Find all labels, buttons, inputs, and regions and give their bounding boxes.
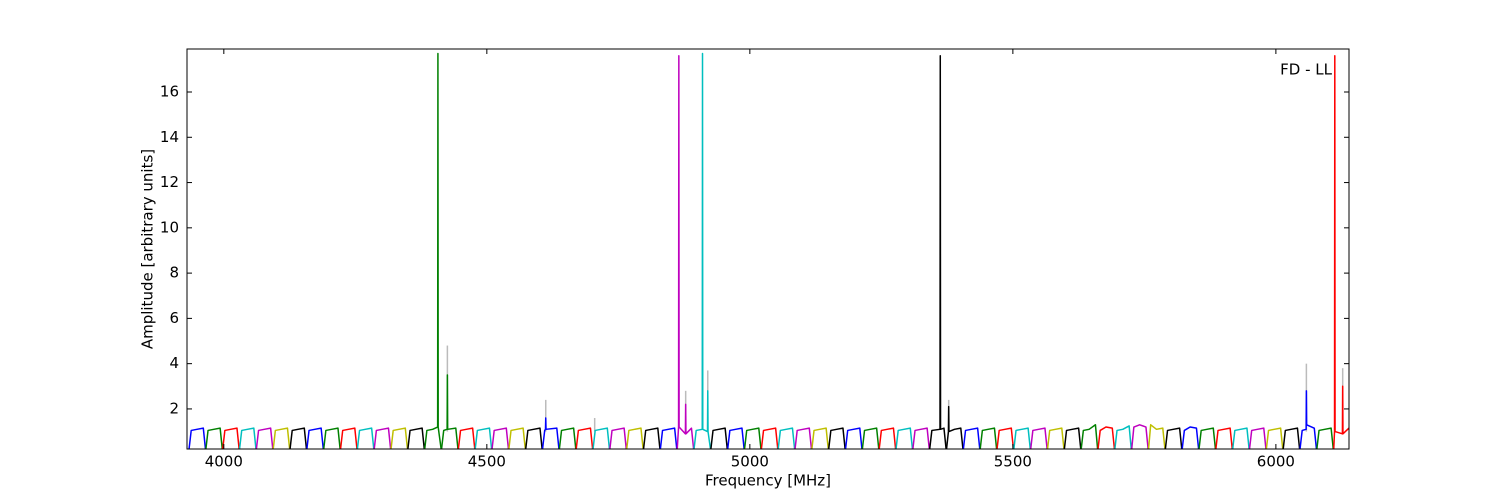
spectrum-line <box>1147 424 1166 449</box>
spectrum-line <box>373 427 392 449</box>
y-tick-label: 8 <box>169 264 179 282</box>
spectrum-line <box>238 427 257 449</box>
spectrum-line <box>558 427 577 449</box>
x-axis-label: Frequency [MHz] <box>705 472 831 490</box>
spectrum-line <box>945 405 964 449</box>
spectrum-line <box>491 427 510 449</box>
spectrum-line <box>659 427 678 449</box>
spectrum-line <box>760 427 779 449</box>
spectrum-line <box>1063 427 1082 449</box>
x-tick-label: 4000 <box>205 453 243 471</box>
y-tick-label: 4 <box>169 354 179 372</box>
spectrum-line <box>676 55 695 449</box>
spectrum-line <box>390 427 409 449</box>
spectrum-line <box>1080 424 1099 449</box>
spectrum-line <box>979 427 998 449</box>
spectrum-line <box>626 427 644 449</box>
x-tick-label: 6000 <box>1257 453 1295 471</box>
spectrum-line <box>1333 55 1349 449</box>
spectrum-line <box>457 427 476 449</box>
spectrum-line <box>339 427 358 449</box>
spectrum-line <box>912 427 930 449</box>
spectrum-line <box>592 427 611 449</box>
plot-area <box>188 52 1349 449</box>
y-axis-label: Amplitude [arbitrary units] <box>139 149 157 349</box>
spectrum-line <box>811 427 829 449</box>
spectrum-line <box>289 427 308 449</box>
spectrum-line <box>356 427 375 449</box>
y-tick-label: 12 <box>160 173 179 191</box>
spectrum-line <box>222 427 240 449</box>
spectrum-line <box>1316 427 1334 449</box>
spectrum-line <box>508 427 526 449</box>
axes-frame <box>186 48 1350 450</box>
spectrum-line <box>1013 427 1031 449</box>
spectrum-line <box>1164 427 1183 449</box>
spectrum-line <box>440 374 459 449</box>
spectrum-line <box>1114 425 1132 449</box>
spectrum-line <box>255 427 274 449</box>
spectrum-line <box>996 427 1015 449</box>
y-tick-label: 2 <box>169 399 179 417</box>
spectrum-line <box>777 427 796 449</box>
spectrum-line <box>1282 427 1301 449</box>
spectrum-line <box>844 427 863 449</box>
y-tick-label: 6 <box>169 309 179 327</box>
spectrum-line <box>407 427 425 449</box>
spectrum-line <box>1248 427 1267 449</box>
spectrum-line <box>525 427 543 449</box>
spectrum-line <box>575 427 594 449</box>
spectrum-line <box>1198 427 1217 449</box>
spectrum-line <box>188 427 207 449</box>
spectrum-line <box>1046 427 1065 449</box>
y-tick-label: 10 <box>160 218 179 236</box>
spectrum-line <box>743 427 762 449</box>
spectrum-line <box>929 55 947 449</box>
x-tick-label: 5500 <box>994 453 1032 471</box>
spectrum-line <box>895 427 914 449</box>
spectrum-line <box>710 427 728 449</box>
spectrum-line <box>962 427 981 449</box>
y-tick-label: 16 <box>160 83 179 101</box>
spectrum-line <box>424 52 442 449</box>
annotation: FD - LL <box>1280 61 1332 79</box>
spectrum-line <box>1215 427 1233 449</box>
spectrum-line <box>1299 390 1318 449</box>
spectrum-line <box>693 52 712 449</box>
spectrum-line <box>474 427 493 449</box>
spectrum-line <box>1097 426 1116 449</box>
spectrum-line <box>1131 424 1149 449</box>
spectrum-line <box>323 427 341 449</box>
spectrum-line <box>306 427 324 449</box>
spectrum-line <box>1265 427 1284 449</box>
spectrum-line <box>1181 426 1200 449</box>
x-tick-label: 4500 <box>468 453 506 471</box>
spectrum-line <box>642 427 661 449</box>
spectrum-line <box>609 427 627 449</box>
spectrum-line <box>541 417 560 449</box>
spectrum-line <box>878 427 897 449</box>
x-tick-label: 5000 <box>731 453 769 471</box>
spectrum-line <box>828 427 846 449</box>
spectrum-line <box>1232 427 1250 449</box>
y-tick-label: 14 <box>160 128 179 146</box>
spectrum-line <box>1030 427 1048 449</box>
spectrum-line <box>727 427 745 449</box>
spectrum-line <box>794 427 813 449</box>
spectrum-line <box>205 427 223 449</box>
spectrum-line <box>272 427 291 449</box>
spectrum-line <box>861 427 880 449</box>
